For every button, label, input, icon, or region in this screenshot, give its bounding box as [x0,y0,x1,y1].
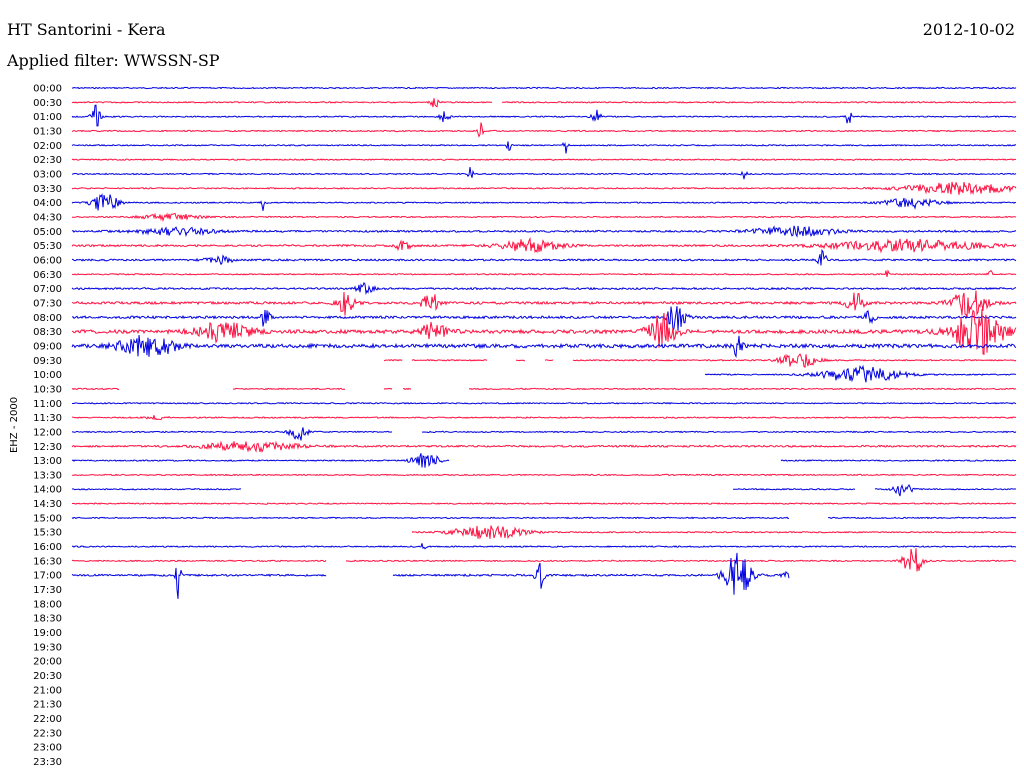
trace-line [71,440,1017,453]
row-time-label: 07:30 [33,298,62,309]
row-time-label: 02:30 [33,155,62,166]
row-time-label: 10:30 [33,384,62,395]
trace-line [704,364,1017,383]
trace-line [71,269,1017,277]
trace-line [71,181,1017,196]
trace-line [71,427,1017,441]
row-time-label: 00:00 [33,84,62,95]
row-time-label: 19:00 [33,628,62,639]
trace-line [71,401,1017,405]
row-time-label: 01:30 [33,126,62,137]
trace-line [71,548,1017,572]
row-time-label: 02:00 [33,141,62,152]
row-label-group: 00:00 00:30 01:00 01:30 02:00 02:30 03:00 03:30… [33,84,62,769]
row-time-label: 12:00 [33,427,62,438]
row-time-label: 15:00 [33,513,62,524]
trace-line [71,415,1017,421]
row-time-label: 00:30 [33,98,62,109]
row-time-label: 13:00 [33,456,62,467]
row-time-label: 17:30 [33,585,62,596]
trace-line [71,281,1016,296]
row-time-label: 18:30 [33,614,62,625]
row-time-label: 01:00 [33,112,62,123]
row-time-label: 18:00 [33,599,62,610]
trace-line [71,516,1017,520]
row-time-label: 23:00 [33,743,62,754]
trace-line [71,453,1016,468]
row-time-label: 21:30 [33,700,62,711]
channel-axis-label: EHZ - 2000 [9,397,20,453]
row-time-label: 22:30 [33,728,62,739]
row-time-label: 08:00 [33,313,62,324]
row-time-label: 21:00 [33,685,62,696]
trace-line [71,473,1017,477]
trace-group [71,86,1017,599]
trace-line [71,552,790,599]
row-time-label: 04:30 [33,212,62,223]
row-time-label: 09:30 [33,356,62,367]
station-title: HT Santorini - Kera [7,20,166,39]
row-time-label: 12:30 [33,442,62,453]
row-time-label: 03:30 [33,184,62,195]
trace-line [71,335,1017,359]
row-time-label: 10:00 [33,370,62,381]
row-time-label: 08:30 [33,327,62,338]
row-time-label: 03:00 [33,169,62,180]
trace-line [71,141,1017,154]
trace-line [71,193,1017,211]
row-time-label: 11:00 [33,399,62,410]
row-time-label: 11:30 [33,413,62,424]
trace-line [384,353,1017,369]
filter-label: Applied filter: WWSSN-SP [7,51,220,70]
trace-line [71,248,1017,266]
trace-line [71,484,1017,497]
trace-line [72,502,1017,505]
row-time-label: 20:30 [33,671,62,682]
row-time-label: 15:30 [33,528,62,539]
trace-line [71,387,1017,391]
row-time-label: 22:00 [33,714,62,725]
row-time-label: 16:00 [33,542,62,553]
row-time-label: 13:30 [33,470,62,481]
row-time-label: 23:30 [33,757,62,768]
trace-line [71,122,1017,138]
trace-line [71,237,1017,254]
row-time-label: 20:00 [33,657,62,668]
trace-line [71,167,1017,180]
trace-line [71,86,1017,90]
row-time-label: 09:00 [33,341,62,352]
row-time-label: 16:30 [33,556,62,567]
trace-line [71,225,1017,238]
row-time-label: 06:30 [33,270,62,281]
row-time-label: 05:30 [33,241,62,252]
row-time-label: 05:00 [33,227,62,238]
row-time-label: 06:00 [33,255,62,266]
trace-line [71,290,1017,318]
trace-line [71,212,1017,223]
trace-line [71,543,1017,550]
row-time-label: 07:00 [33,284,62,295]
trace-line [71,158,1017,161]
record-date: 2012-10-02 [922,20,1015,39]
trace-line [411,525,1017,540]
row-time-label: 14:30 [33,499,62,510]
row-time-label: 17:00 [33,571,62,582]
row-time-label: 14:00 [33,485,62,496]
row-time-label: 19:30 [33,642,62,653]
row-time-label: 04:00 [33,198,62,209]
trace-line [71,306,1017,333]
trace-line [71,308,1017,356]
trace-line [71,104,1017,127]
trace-line [71,98,1016,108]
